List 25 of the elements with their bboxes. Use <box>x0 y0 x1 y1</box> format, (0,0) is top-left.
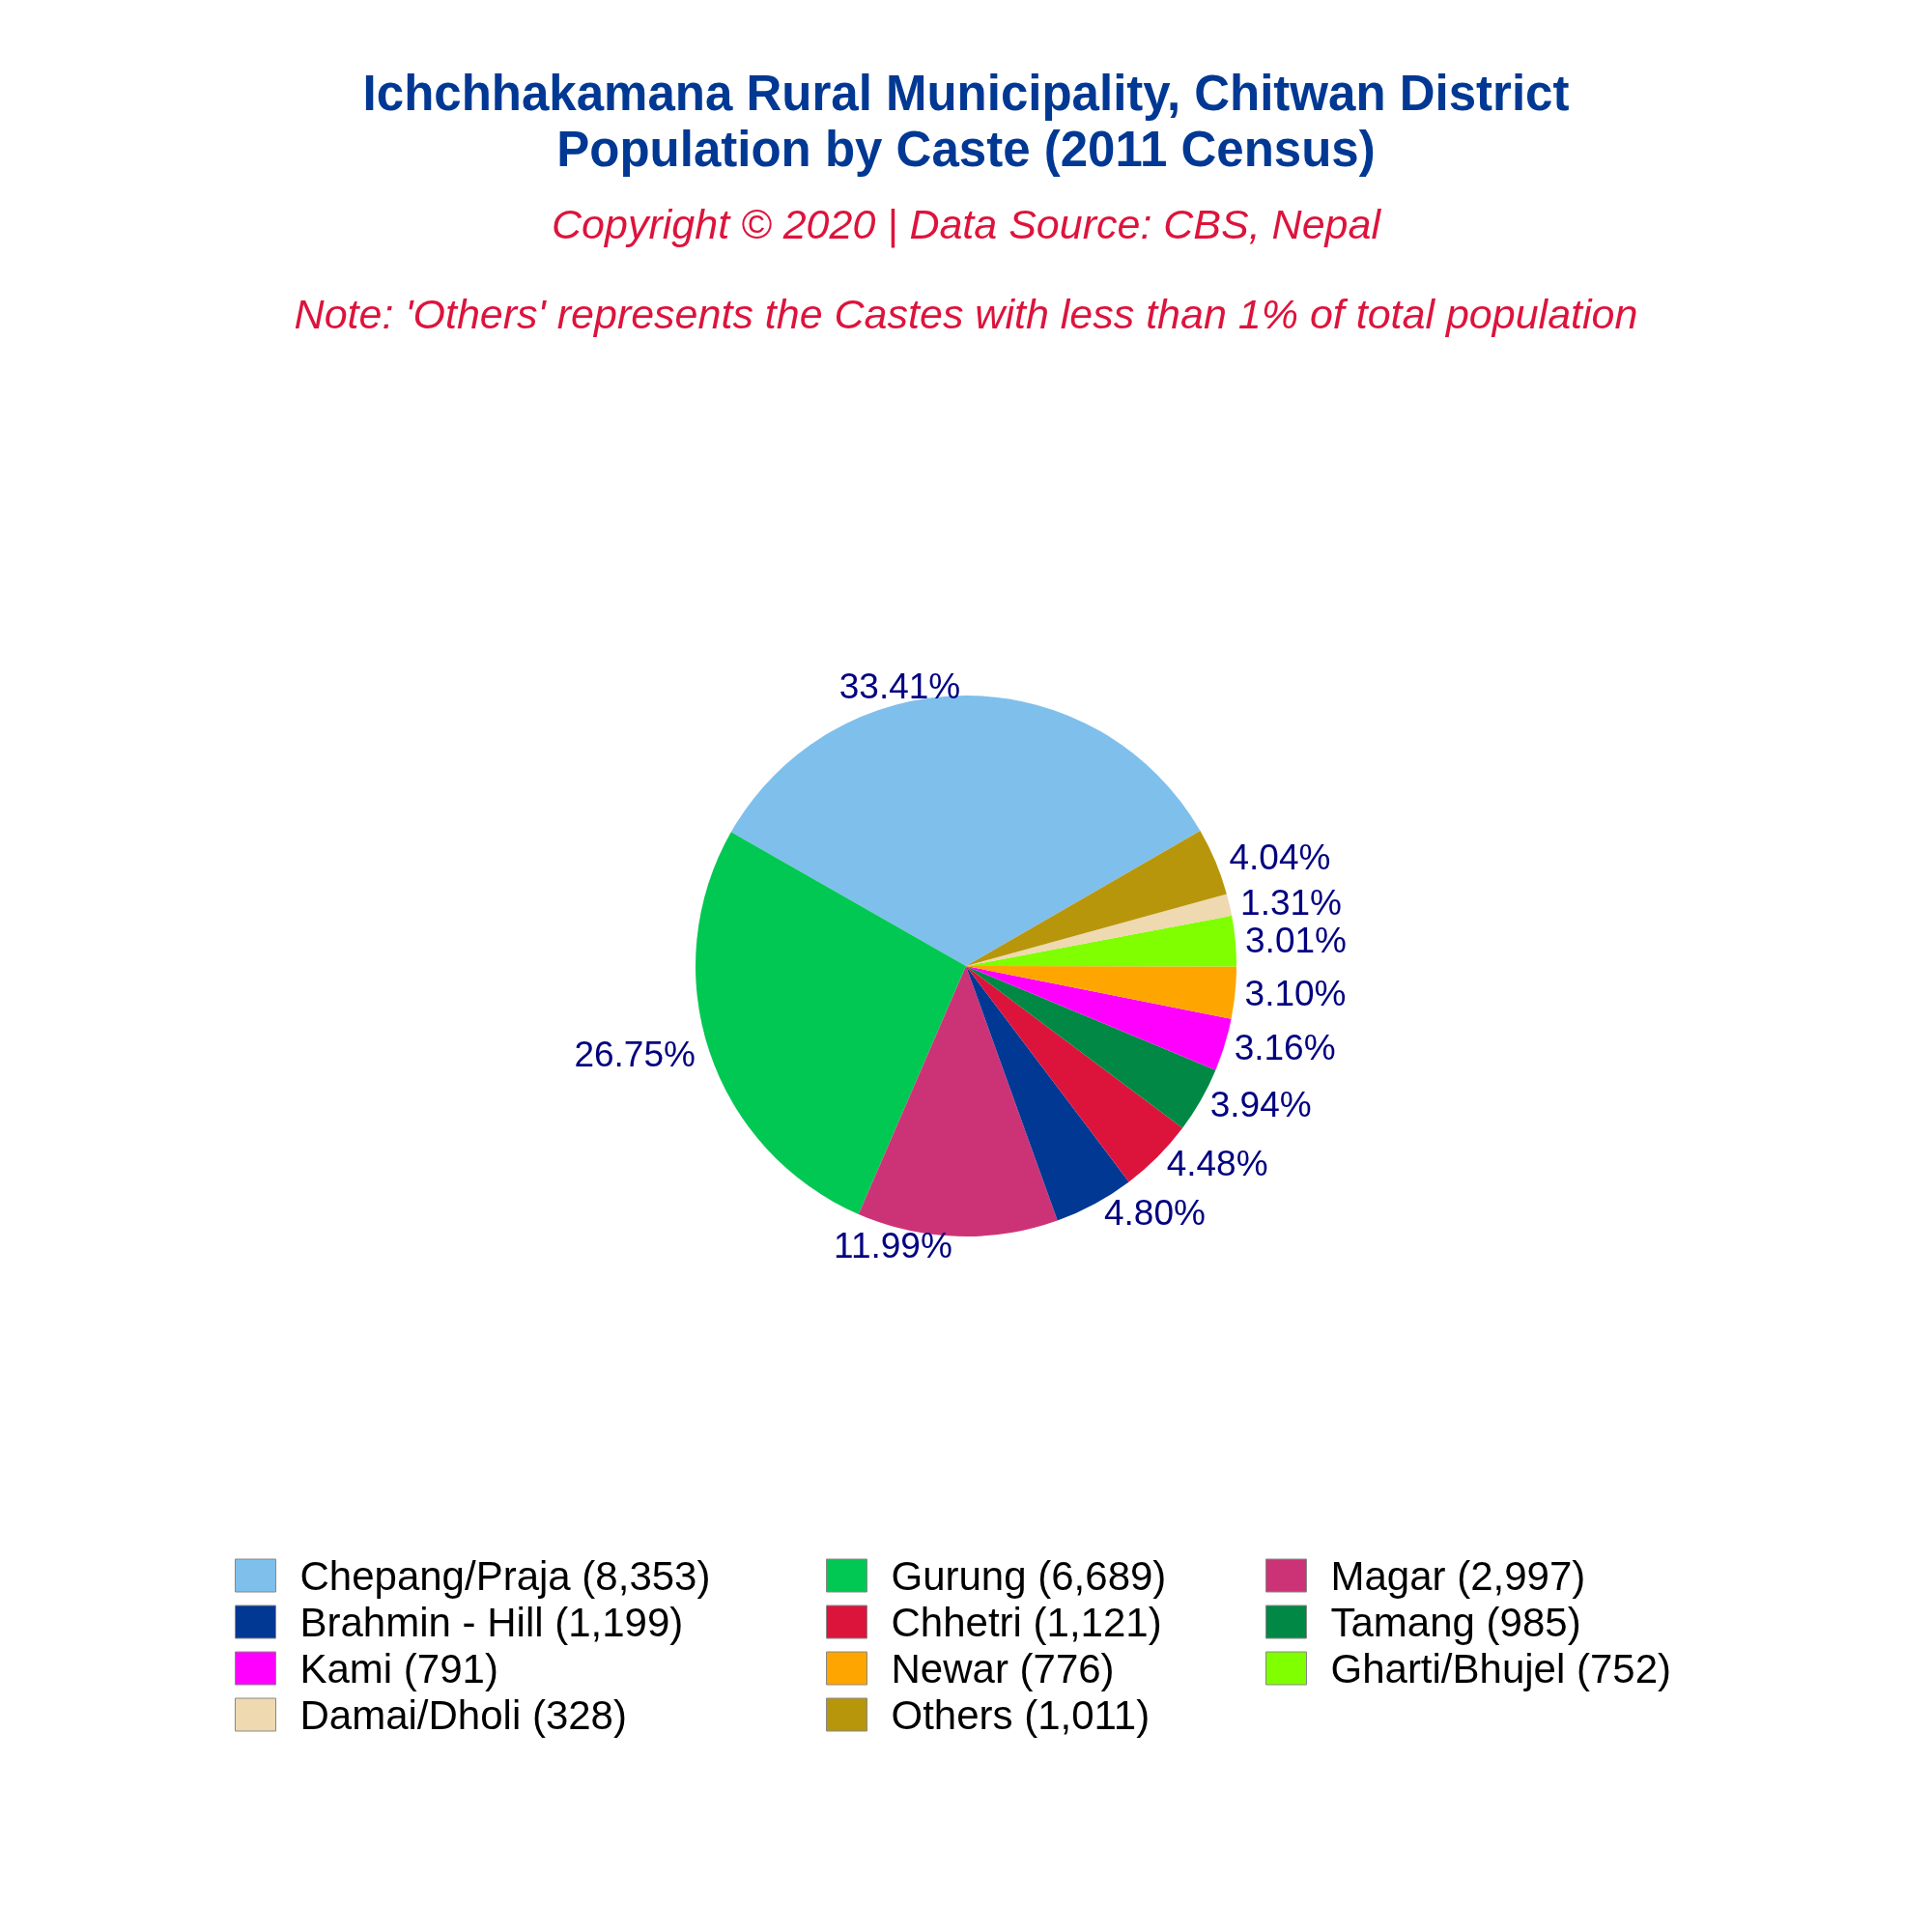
legend-label: Chepang/Praja (8,353) <box>299 1552 711 1599</box>
legend-label: Chhetri (1,121) <box>891 1599 1162 1645</box>
text: Note: 'Others' represents the Castes with less than 1% of total population <box>294 290 1638 337</box>
chart-subtitle: Copyright © 2020 | Data Source: CBS, Nepal <box>552 200 1382 248</box>
legend-label: Brahmin - Hill (1,199) <box>299 1599 684 1645</box>
legend-label: Newar (776) <box>891 1645 1115 1691</box>
legend-label: Kami (791) <box>299 1645 498 1691</box>
chart-title: Ichchhakamana Rural Municipality, Chitwan District Population by Caste (2011 Census) <box>362 65 1570 177</box>
data-label: 3.94% <box>1209 1085 1312 1125</box>
data-label: 1.31% <box>1240 882 1343 923</box>
data-label: 3.16% <box>1234 1028 1336 1068</box>
data-label: 33.41% <box>838 666 961 706</box>
legend-label: Others (1,011) <box>891 1691 1151 1738</box>
legend-label: Tamang (985) <box>1330 1599 1581 1645</box>
data-label: 11.99% <box>834 1226 952 1266</box>
data-label: 3.10% <box>1244 974 1347 1014</box>
legend-label: Magar (2,997) <box>1330 1552 1586 1599</box>
data-label: 4.80% <box>1103 1192 1206 1233</box>
legend-label: Gharti/Bhujel (752) <box>1330 1645 1672 1691</box>
legend-label: Damai/Dholi (328) <box>299 1691 627 1738</box>
data-label: 4.04% <box>1229 838 1331 878</box>
data-label: 3.01% <box>1245 920 1347 960</box>
data-label: 4.48% <box>1166 1144 1268 1184</box>
legend-label: Gurung (6,689) <box>891 1552 1167 1599</box>
data-label: 26.75% <box>574 1035 696 1075</box>
